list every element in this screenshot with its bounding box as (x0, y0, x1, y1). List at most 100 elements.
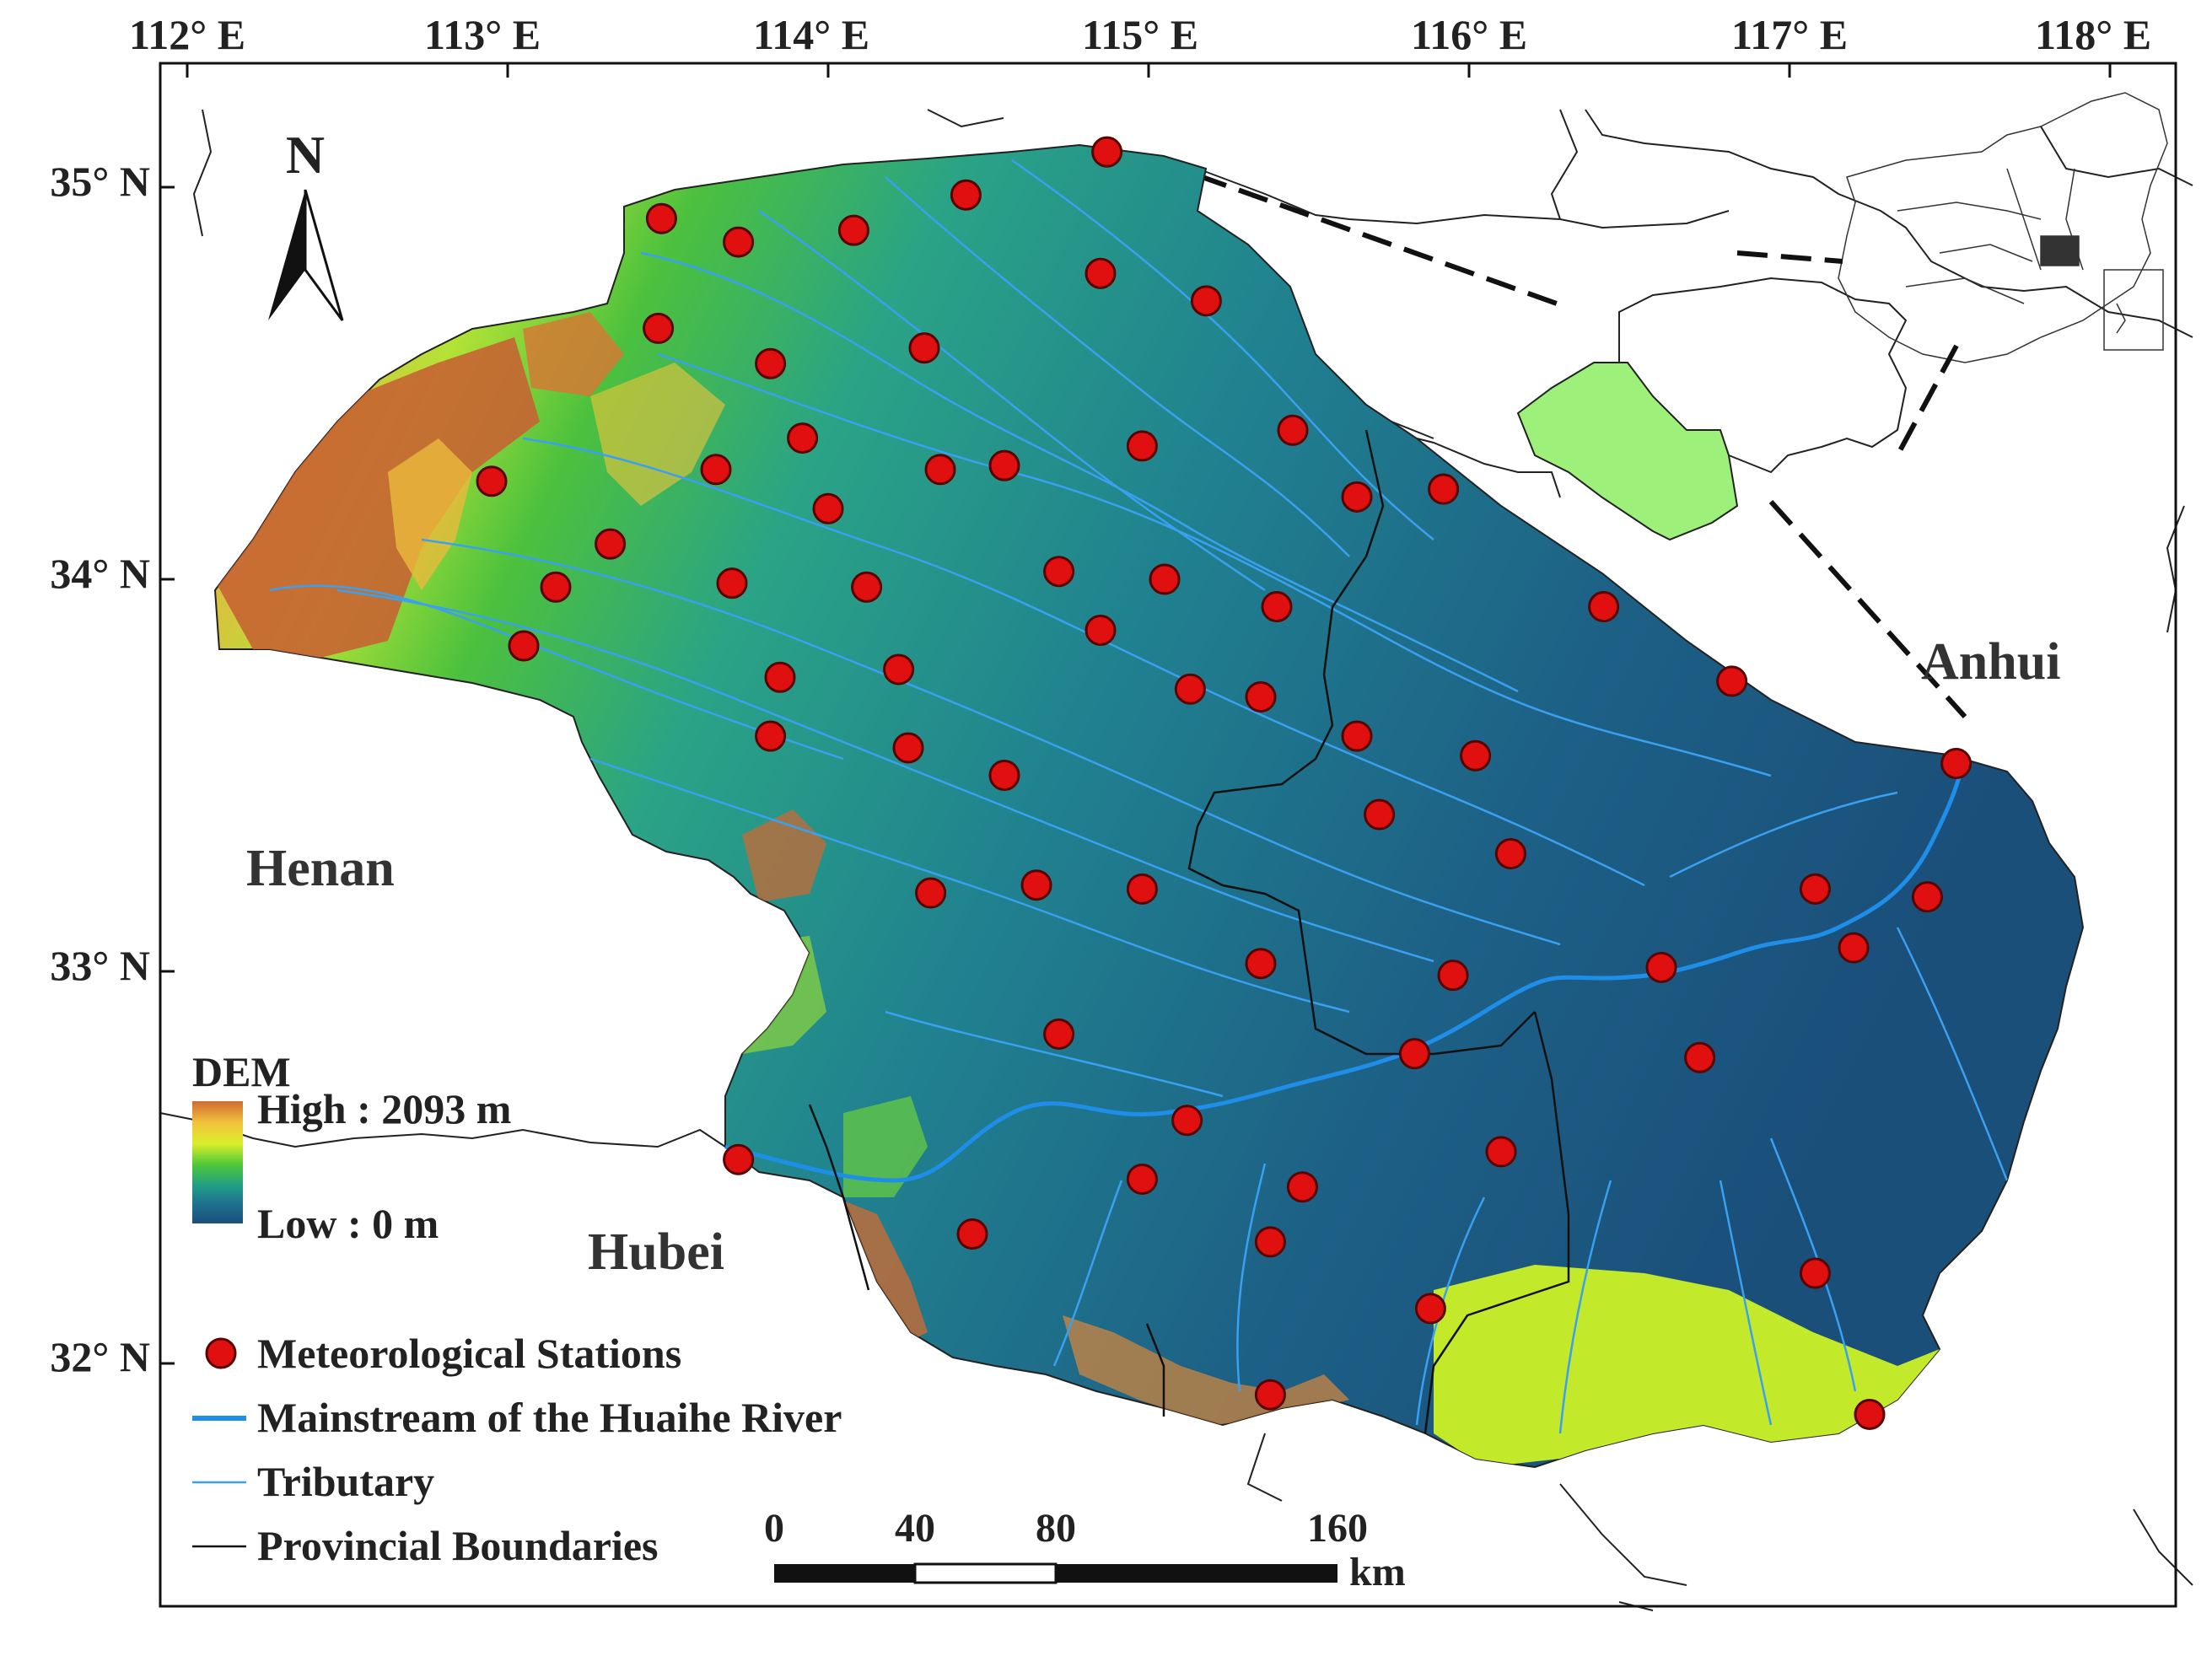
lon-label: 118° E (2035, 11, 2151, 58)
meteorological-station (924, 454, 956, 486)
legend-item-label: Tributary (257, 1458, 434, 1505)
meteorological-station (1341, 720, 1373, 752)
meteorological-station (1645, 951, 1677, 983)
inset-region (1516, 277, 1908, 541)
meteorological-station (1149, 563, 1181, 595)
meteorological-station (1684, 1041, 1716, 1073)
scale-tick-label: 80 (1036, 1506, 1076, 1551)
meteorological-station (950, 179, 982, 211)
meteorological-station (764, 661, 796, 693)
meteorological-station (1437, 960, 1469, 992)
graticule-ticks (160, 63, 2112, 1365)
meteorological-station (1799, 873, 1831, 905)
meteorological-station (1460, 739, 1492, 772)
meteorological-station (643, 312, 675, 344)
dem-legend-high: High : 2093 m (257, 1085, 511, 1132)
meteorological-station (755, 347, 787, 379)
meteorological-station (476, 465, 508, 497)
province-label-anhui: Anhui (1921, 633, 2060, 691)
meteorological-station (1190, 285, 1222, 317)
meteorological-station (1414, 1293, 1446, 1325)
meteorological-station (1254, 1379, 1286, 1411)
north-arrow: N (268, 125, 344, 321)
lat-label: 33° N (50, 942, 150, 989)
scale-tick-label: 0 (764, 1506, 784, 1551)
meteorological-station (1245, 948, 1277, 980)
meteorological-station (988, 760, 1020, 791)
meteorological-station (700, 454, 732, 486)
lat-label: 35° N (50, 158, 150, 205)
meteorological-station (988, 449, 1020, 481)
lon-label: 112° E (129, 11, 245, 58)
meteorological-station (716, 567, 748, 599)
meteorological-station (812, 492, 844, 524)
meteorological-station (837, 214, 869, 246)
legend-item-label: Mainstream of the Huaihe River (257, 1394, 842, 1441)
meteorological-station (1341, 481, 1373, 513)
inset-connector-lines (1196, 173, 1967, 719)
meteorological-station (956, 1218, 988, 1250)
meteorological-station (1084, 614, 1117, 646)
meteorological-station (1245, 681, 1277, 712)
meteorological-station (1364, 798, 1396, 831)
meteorological-station (540, 571, 572, 603)
lat-label: 32° N (50, 1333, 150, 1380)
meteorological-station (883, 653, 915, 686)
meteorological-station (723, 1143, 755, 1175)
meteorological-station (1799, 1257, 1831, 1289)
meteorological-stations (476, 136, 1973, 1430)
north-arrow-icon (268, 190, 305, 320)
lon-label: 116° E (1411, 11, 1527, 58)
legend-station-symbol (205, 1337, 237, 1369)
province-label-henan: Henan (246, 840, 395, 897)
map-frame (159, 62, 2177, 1608)
lon-label: 114° E (753, 11, 869, 58)
meteorological-station (1043, 556, 1075, 588)
lon-label: 113° E (424, 11, 541, 58)
meteorological-station (1126, 430, 1158, 462)
scale-bar: 0 40 80 160 km (764, 1506, 1406, 1594)
lat-label: 34° N (50, 550, 150, 597)
meteorological-station (1398, 1038, 1430, 1070)
meteorological-station (851, 571, 883, 603)
scale-tick-label: 40 (895, 1506, 935, 1551)
provincial-boundaries (808, 429, 1570, 1434)
meteorological-station (1940, 748, 1973, 780)
legend-item-label: Meteorological Stations (257, 1330, 681, 1377)
latitude-labels: 35° N 34° N 33° N 32° N (50, 158, 150, 1380)
meteorological-station (755, 720, 787, 752)
meteorological-station (595, 528, 627, 560)
meteorological-station (1020, 869, 1052, 901)
china-locator-inset (1838, 92, 2168, 363)
feature-legend: Meteorological Stations Mainstream of th… (192, 1330, 842, 1569)
scale-tick-label: 160 (1307, 1506, 1368, 1551)
dem-legend: DEM High : 2093 m Low : 0 m (192, 1048, 511, 1247)
meteorological-station (1428, 473, 1460, 505)
meteorological-station (787, 422, 819, 454)
meteorological-station (1091, 136, 1123, 168)
scale-unit-label: km (1349, 1550, 1406, 1594)
meteorological-station (1588, 591, 1620, 623)
meteorological-station (1171, 1105, 1203, 1137)
meteorological-station (892, 732, 924, 764)
lon-label: 115° E (1082, 11, 1198, 58)
dem-color-ramp (192, 1101, 243, 1223)
meteorological-station (1911, 881, 1943, 913)
meteorological-station (1254, 1226, 1286, 1258)
meteorological-station (1174, 673, 1206, 705)
meteorological-station (1494, 838, 1526, 869)
meteorological-station (1838, 932, 1870, 964)
north-arrow-label: N (286, 125, 325, 185)
meteorological-station (1854, 1398, 1886, 1430)
legend-item-label: Provincial Boundaries (257, 1522, 659, 1569)
meteorological-station (1084, 257, 1117, 289)
meteorological-station (645, 202, 677, 234)
longitude-labels: 112° E 113° E 114° E 115° E 116° E 117° … (129, 11, 2151, 58)
meteorological-station (1126, 1163, 1158, 1195)
huaihe-mainstream (724, 758, 1967, 1183)
meteorological-station (915, 877, 947, 909)
dem-legend-title: DEM (192, 1048, 291, 1095)
meteorological-station (1485, 1136, 1517, 1168)
meteorological-station (908, 332, 940, 364)
